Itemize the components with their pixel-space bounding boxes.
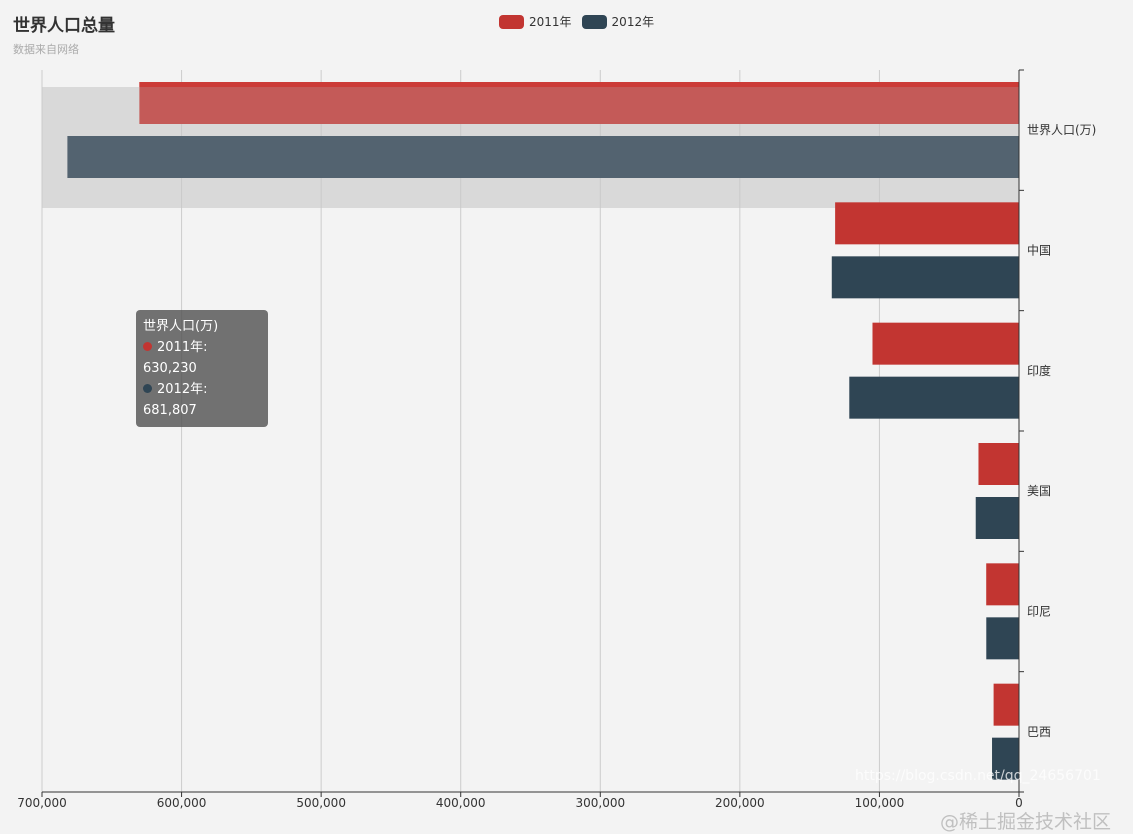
x-tick-label: 100,000 bbox=[855, 796, 905, 810]
legend-label-2012: 2012年 bbox=[611, 15, 655, 29]
bar-2011年-巴西 bbox=[993, 683, 1019, 726]
bar-2012年-世界人口(万) bbox=[67, 136, 1020, 178]
x-tick-label: 500,000 bbox=[296, 796, 346, 810]
y-tick-label: 巴西 bbox=[1027, 725, 1051, 739]
x-tick-label: 200,000 bbox=[715, 796, 765, 810]
y-tick-label: 印度 bbox=[1027, 363, 1051, 378]
legend: 2011年 2012年 bbox=[499, 13, 654, 30]
x-tick-label: 300,000 bbox=[575, 796, 625, 810]
tooltip-row-2011: 2011年: 630,230 bbox=[143, 337, 261, 379]
tooltip-dot-2012 bbox=[143, 384, 152, 393]
legend-label-2011: 2011年 bbox=[529, 15, 572, 29]
bar-highlight-edge bbox=[139, 82, 1020, 87]
bar-2012年-巴西 bbox=[992, 737, 1019, 780]
y-tick-label: 世界人口(万) bbox=[1027, 123, 1096, 137]
bar-2011年-印度 bbox=[872, 322, 1019, 365]
legend-swatch-2012 bbox=[581, 14, 607, 29]
watermark-text: @稀土掘金技术社区 bbox=[940, 811, 1112, 833]
legend-swatch-2011 bbox=[499, 14, 524, 29]
bar-2012年-美国 bbox=[975, 497, 1019, 539]
y-tick-label: 美国 bbox=[1027, 484, 1051, 498]
x-tick-label: 0 bbox=[1015, 796, 1023, 810]
bar-2012年-印度 bbox=[849, 376, 1019, 419]
tooltip-value-2011: 2011年: 630,230 bbox=[143, 340, 208, 376]
legend-item-2012[interactable]: 2012年 bbox=[581, 13, 655, 30]
bar-2012年-中国 bbox=[831, 256, 1019, 299]
bar-2011年-中国 bbox=[835, 202, 1019, 245]
x-tick-label: 400,000 bbox=[436, 796, 486, 810]
chart-title: 世界人口总量 bbox=[13, 16, 115, 36]
legend-item-2011[interactable]: 2011年 bbox=[499, 13, 572, 30]
y-tick-label: 中国 bbox=[1027, 243, 1051, 258]
bar-2011年-美国 bbox=[978, 443, 1019, 485]
x-tick-label: 700,000 bbox=[17, 796, 67, 810]
chart-subtitle: 数据来自网络 bbox=[13, 43, 79, 56]
y-tick-label: 印尼 bbox=[1027, 605, 1051, 619]
watermark-url: https://blog.csdn.net/qq_24656701 bbox=[855, 768, 1101, 784]
x-tick-label: 600,000 bbox=[157, 796, 207, 810]
tooltip-row-2012: 2012年: 681,807 bbox=[143, 379, 261, 421]
tooltip-value-2012: 2012年: 681,807 bbox=[143, 382, 208, 418]
bar-2011年-印尼 bbox=[986, 563, 1019, 606]
tooltip-title: 世界人口(万) bbox=[143, 319, 219, 334]
bar-2011年-世界人口(万) bbox=[139, 82, 1020, 124]
bar-2012年-印尼 bbox=[986, 617, 1019, 660]
tooltip-dot-2011 bbox=[143, 342, 152, 351]
tooltip: 世界人口(万) 2011年: 630,230 2012年: 681,807 bbox=[136, 310, 268, 427]
